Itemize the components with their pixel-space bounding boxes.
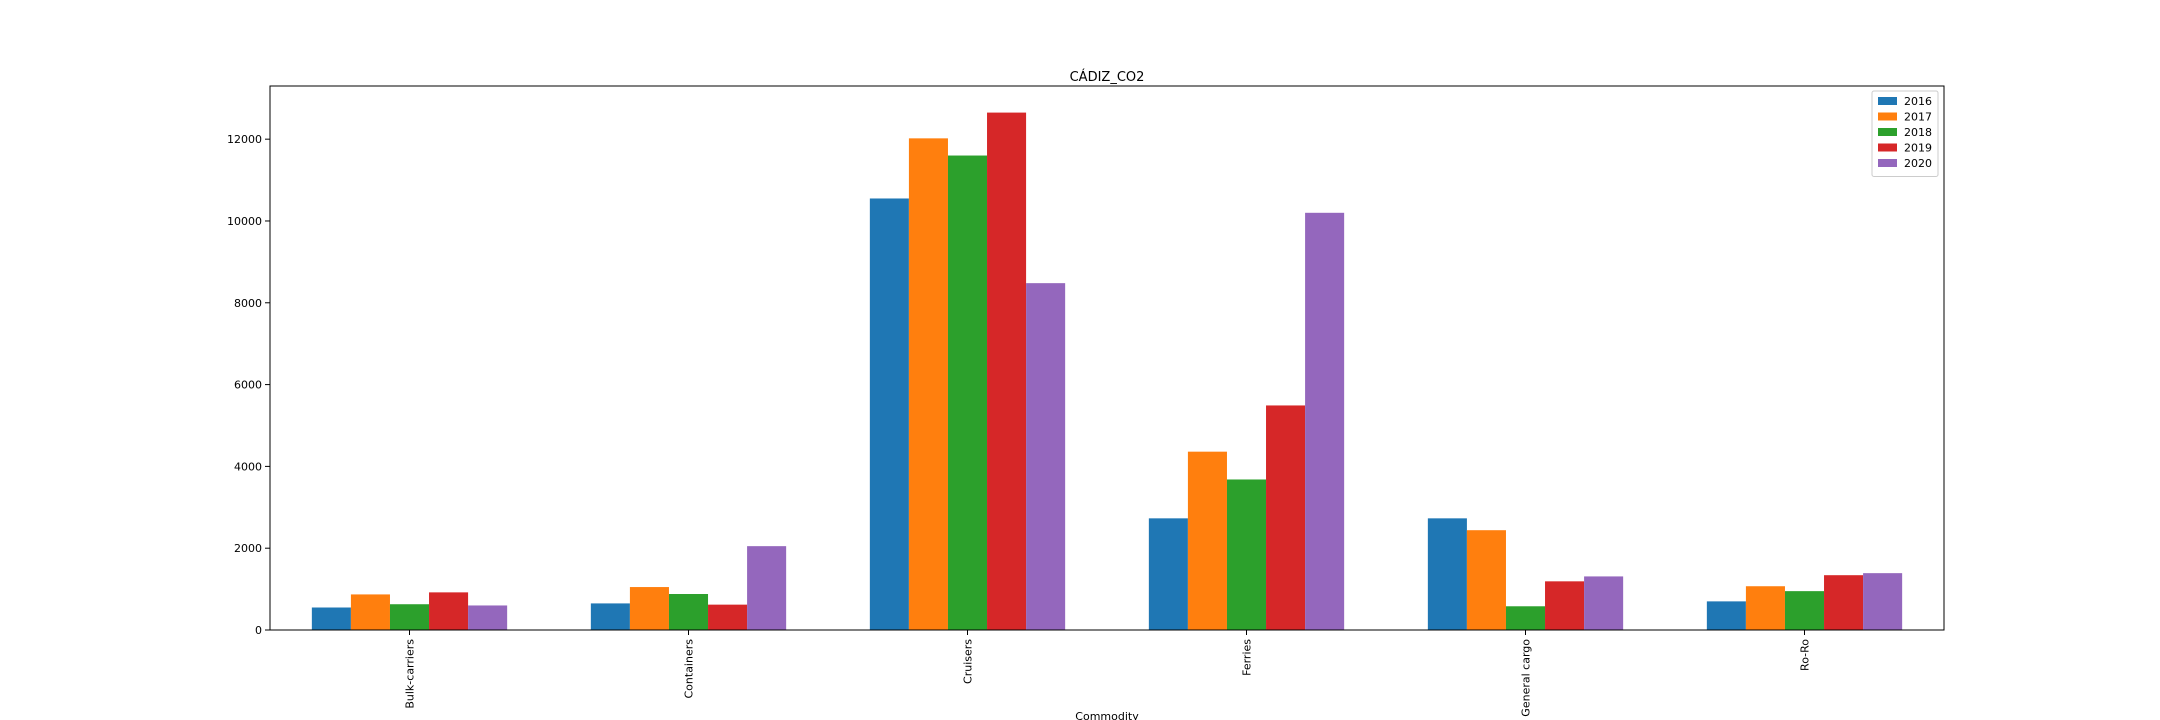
x-tick-label: General cargo: [1520, 639, 1533, 717]
x-axis-label: Commodity: [1075, 710, 1139, 720]
series-2016: [311, 198, 1746, 631]
legend: 2016 2017 2018 2019 2020: [1871, 90, 1939, 177]
legend-label-2016: 2016: [1904, 95, 1932, 108]
legend-swatch-2019: [1878, 143, 1897, 152]
bar-2019-bulk-carriers: [429, 592, 469, 630]
bar-2018-ferries: [1226, 479, 1267, 630]
bar-2018-general-cargo: [1505, 606, 1546, 630]
bar-2016-ferries: [1148, 518, 1188, 630]
chart-title: CÁDIZ_CO2: [1070, 69, 1145, 85]
bar-2017-cruisers: [908, 138, 948, 630]
legend-label-2017: 2017: [1904, 111, 1932, 124]
bar-2018-containers: [668, 594, 709, 630]
bar-2019-ro-ro: [1824, 575, 1864, 630]
bar-2020-ro-ro: [1863, 573, 1903, 630]
y-axis: 0 2000 4000 6000 8000 10000 12000: [227, 133, 270, 637]
legend-label-2019: 2019: [1904, 142, 1932, 155]
bar-2020-ferries: [1305, 212, 1345, 631]
bar-2020-containers: [747, 546, 787, 630]
legend-swatch-2020: [1878, 159, 1897, 167]
bar-2016-containers: [590, 603, 630, 630]
bar-2017-general-cargo: [1466, 530, 1506, 630]
legend-swatch-2017: [1878, 112, 1897, 121]
series-2019: [429, 112, 1864, 631]
x-tick-label: Bulk-carriers: [404, 639, 417, 709]
bar-2018-ro-ro: [1784, 591, 1825, 630]
legend-label-2018: 2018: [1904, 126, 1932, 139]
bar-2019-containers: [708, 604, 748, 630]
bar-2020-general-cargo: [1584, 576, 1624, 630]
bar-2017-bulk-carriers: [350, 594, 390, 630]
y-tick-label: 4000: [234, 460, 262, 473]
y-tick-label: 10000: [227, 215, 262, 228]
bar-2019-general-cargo: [1545, 581, 1585, 630]
series-2020: [468, 212, 1903, 631]
bar-2016-ro-ro: [1706, 601, 1746, 630]
bar-2018-cruisers: [947, 155, 988, 630]
y-tick-label: 8000: [234, 297, 262, 310]
series-2017: [350, 138, 1785, 630]
x-tick-label: Ro-Ro: [1799, 639, 1812, 671]
y-tick-label: 0: [255, 624, 262, 637]
bar-2016-bulk-carriers: [311, 607, 351, 630]
legend-label-2020: 2020: [1904, 157, 1932, 170]
x-tick-label: Cruisers: [962, 639, 975, 684]
y-tick-label: 6000: [234, 379, 262, 392]
bar-2019-cruisers: [987, 112, 1027, 631]
bars-layer: [311, 112, 1903, 631]
legend-box: [1871, 90, 1939, 177]
bar-2016-general-cargo: [1427, 518, 1467, 630]
x-tick-label: Ferries: [1241, 639, 1254, 676]
x-tick-label: Containers: [683, 639, 696, 699]
bar-2019-ferries: [1266, 405, 1306, 630]
bar-2017-containers: [629, 587, 669, 630]
legend-swatch-2016: [1878, 97, 1897, 105]
series-2018: [389, 155, 1825, 630]
x-axis: Bulk-carriers Containers Cruisers Ferries Ge…: [404, 630, 1812, 717]
bar-2016-cruisers: [869, 198, 909, 631]
y-tick-label: 12000: [227, 133, 262, 146]
legend-swatch-2018: [1878, 128, 1897, 136]
bar-2020-cruisers: [1026, 283, 1066, 630]
bar-2018-bulk-carriers: [389, 604, 430, 630]
bar-2017-ro-ro: [1745, 586, 1785, 630]
bar-2020-bulk-carriers: [468, 605, 508, 630]
plot-frame: [269, 85, 1945, 631]
y-tick-label: 2000: [234, 542, 262, 555]
bar-2017-ferries: [1187, 451, 1227, 630]
